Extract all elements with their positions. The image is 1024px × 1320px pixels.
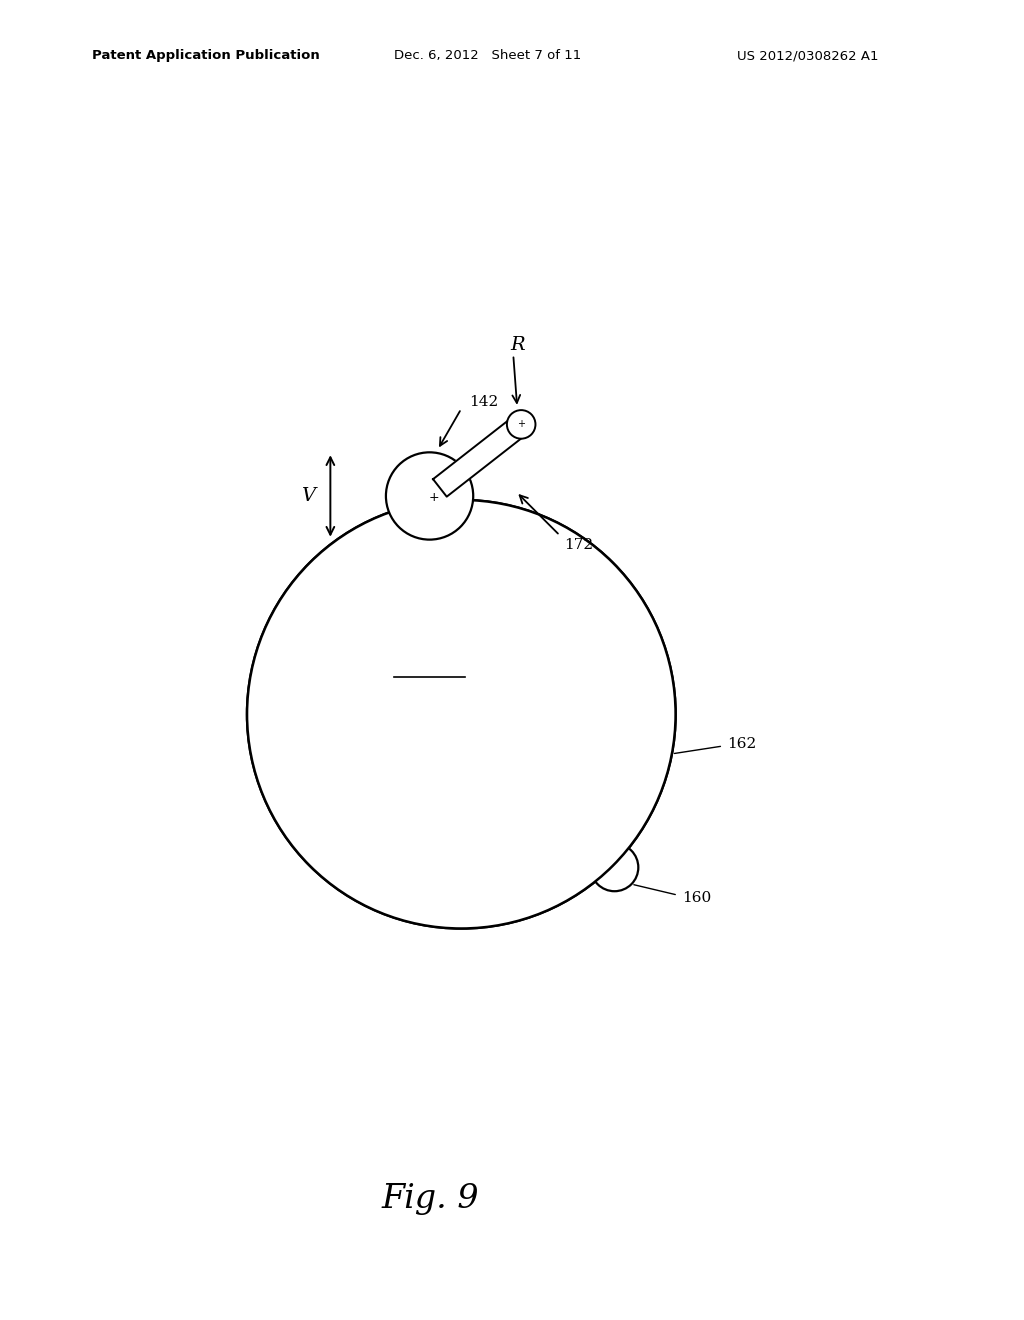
Text: 142: 142 <box>469 395 499 409</box>
Text: Dec. 6, 2012   Sheet 7 of 11: Dec. 6, 2012 Sheet 7 of 11 <box>394 49 582 62</box>
Circle shape <box>591 843 638 891</box>
Text: V: V <box>301 487 315 506</box>
Text: Fig. 9: Fig. 9 <box>381 1183 479 1214</box>
Circle shape <box>386 453 473 540</box>
Text: 162: 162 <box>727 738 757 751</box>
Text: 140: 140 <box>410 657 450 676</box>
Text: 172: 172 <box>564 539 593 552</box>
Circle shape <box>507 411 536 438</box>
Text: Patent Application Publication: Patent Application Publication <box>92 49 319 62</box>
Text: R: R <box>510 337 524 354</box>
Text: +: + <box>517 420 525 429</box>
Text: +: + <box>428 491 439 504</box>
Text: US 2012/0308262 A1: US 2012/0308262 A1 <box>737 49 879 62</box>
Text: 160: 160 <box>682 891 712 904</box>
Polygon shape <box>433 416 528 496</box>
Circle shape <box>247 500 676 928</box>
